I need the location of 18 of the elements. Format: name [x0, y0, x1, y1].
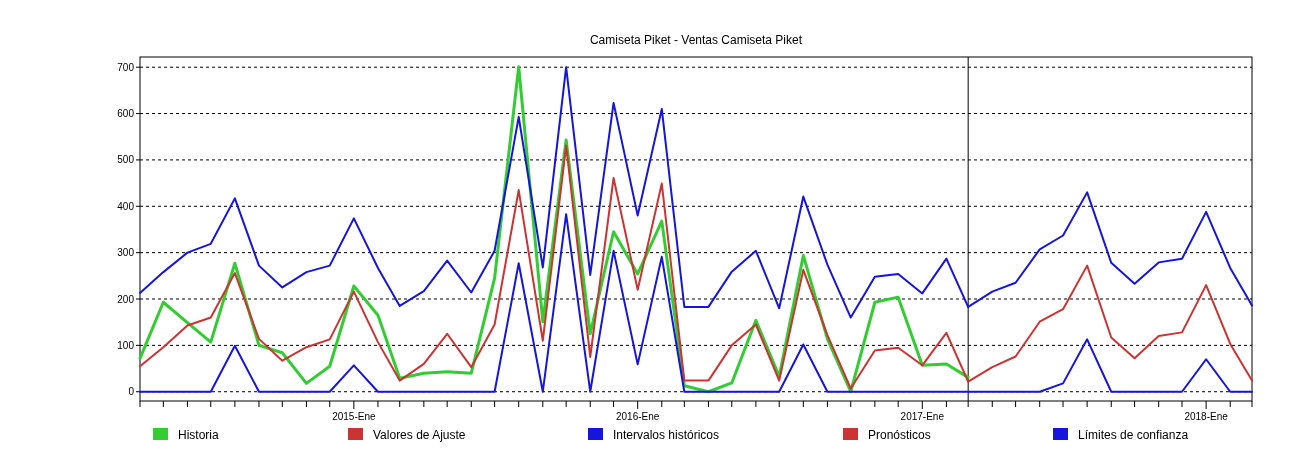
y-tick-label: 0 [128, 386, 135, 398]
y-tick-label: 500 [117, 154, 135, 166]
y-tick-label: 600 [117, 108, 135, 120]
legend-label: Pronósticos [868, 428, 931, 442]
x-tick-label: 2017-Ene [900, 411, 945, 422]
legend-label: Valores de Ajuste [373, 428, 466, 442]
legend-label: Intervalos históricos [613, 428, 720, 442]
y-tick-label: 100 [117, 339, 135, 351]
x-tick-label: 2016-Ene [615, 411, 660, 422]
y-tick-label: 200 [117, 293, 135, 305]
x-tick-label: 2015-Ene [332, 411, 376, 422]
x-tick-label: 2018-Ene [1184, 411, 1229, 422]
y-tick-label: 400 [117, 200, 135, 212]
chart-title: Camiseta Piket - Ventas Camiseta Piket [589, 33, 803, 47]
legend-label: Límites de confianza [1078, 428, 1189, 442]
y-tick-label: 700 [117, 61, 135, 73]
y-tick-label: 300 [117, 247, 135, 259]
legend-label: Historia [178, 428, 219, 442]
